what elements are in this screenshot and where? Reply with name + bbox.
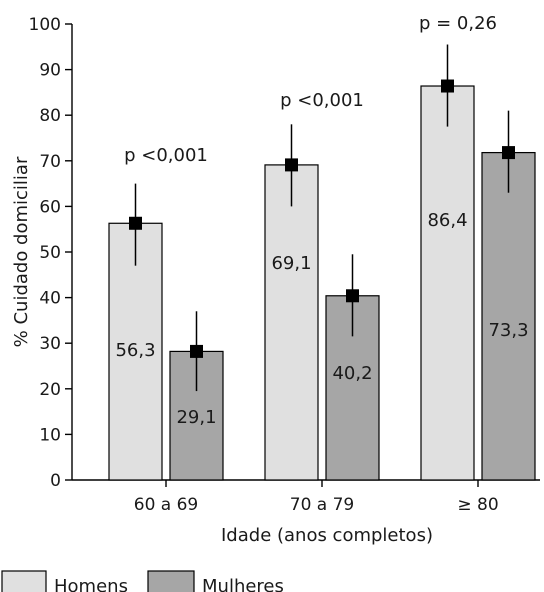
point-marker bbox=[190, 344, 203, 358]
x-axis-title: Idade (anos completos) bbox=[221, 525, 433, 546]
y-tick-label: 30 bbox=[39, 334, 61, 354]
point-marker bbox=[441, 79, 454, 93]
legend-label: Mulheres bbox=[202, 576, 284, 592]
y-tick-label: 20 bbox=[39, 380, 61, 400]
bar-homens-3 bbox=[420, 85, 475, 481]
point-marker bbox=[129, 216, 142, 230]
data-label: 29,1 bbox=[176, 407, 216, 428]
y-tick-label: 40 bbox=[39, 289, 61, 309]
p-value-label: p <0,001 bbox=[280, 90, 364, 111]
point-marker bbox=[502, 146, 515, 160]
y-tick-label: 80 bbox=[39, 106, 61, 126]
data-label: 73,3 bbox=[488, 320, 528, 341]
data-label: 40,2 bbox=[332, 363, 372, 384]
legend-label: Homens bbox=[54, 576, 128, 592]
y-tick-label: 100 bbox=[29, 15, 61, 35]
data-label: 69,1 bbox=[271, 253, 311, 274]
data-label: 56,3 bbox=[115, 340, 155, 361]
y-tick-label: 0 bbox=[50, 471, 61, 491]
p-value-annotations: p <0,001 p <0,001 p = 0,26 bbox=[124, 13, 497, 166]
y-tick-label: 50 bbox=[39, 243, 61, 263]
data-label: 86,4 bbox=[427, 210, 467, 231]
y-tick-label: 10 bbox=[39, 425, 61, 445]
x-axis: 60 a 69 70 a 79 ≥ 80 bbox=[72, 479, 540, 515]
y-tick-label: 90 bbox=[39, 61, 61, 81]
legend-swatch bbox=[1, 570, 47, 592]
bar-homens-1 bbox=[108, 222, 163, 481]
x-tick-label: ≥ 80 bbox=[457, 495, 498, 515]
x-tick-label: 70 a 79 bbox=[290, 495, 355, 515]
x-tick-label: 60 a 69 bbox=[134, 495, 199, 515]
point-marker bbox=[285, 158, 298, 172]
y-axis: 0 10 20 30 40 50 60 70 80 90 100 bbox=[29, 15, 73, 491]
bars: 56,3 29,1 69,1 40,2 86,4 73,3 bbox=[108, 44, 536, 481]
p-value-label: p = 0,26 bbox=[419, 13, 497, 34]
bar-homens-2 bbox=[264, 164, 319, 481]
legend-swatch bbox=[147, 570, 195, 592]
bar-mulheres-3 bbox=[481, 151, 536, 481]
bar-mulheres-1 bbox=[169, 350, 224, 481]
y-axis-title: % Cuidado domiciliar bbox=[11, 156, 32, 347]
y-tick-label: 60 bbox=[39, 197, 61, 217]
p-value-label: p <0,001 bbox=[124, 145, 208, 166]
y-tick-label: 70 bbox=[39, 152, 61, 172]
point-marker bbox=[346, 289, 359, 303]
legend: Homens Mulheres bbox=[1, 570, 284, 592]
